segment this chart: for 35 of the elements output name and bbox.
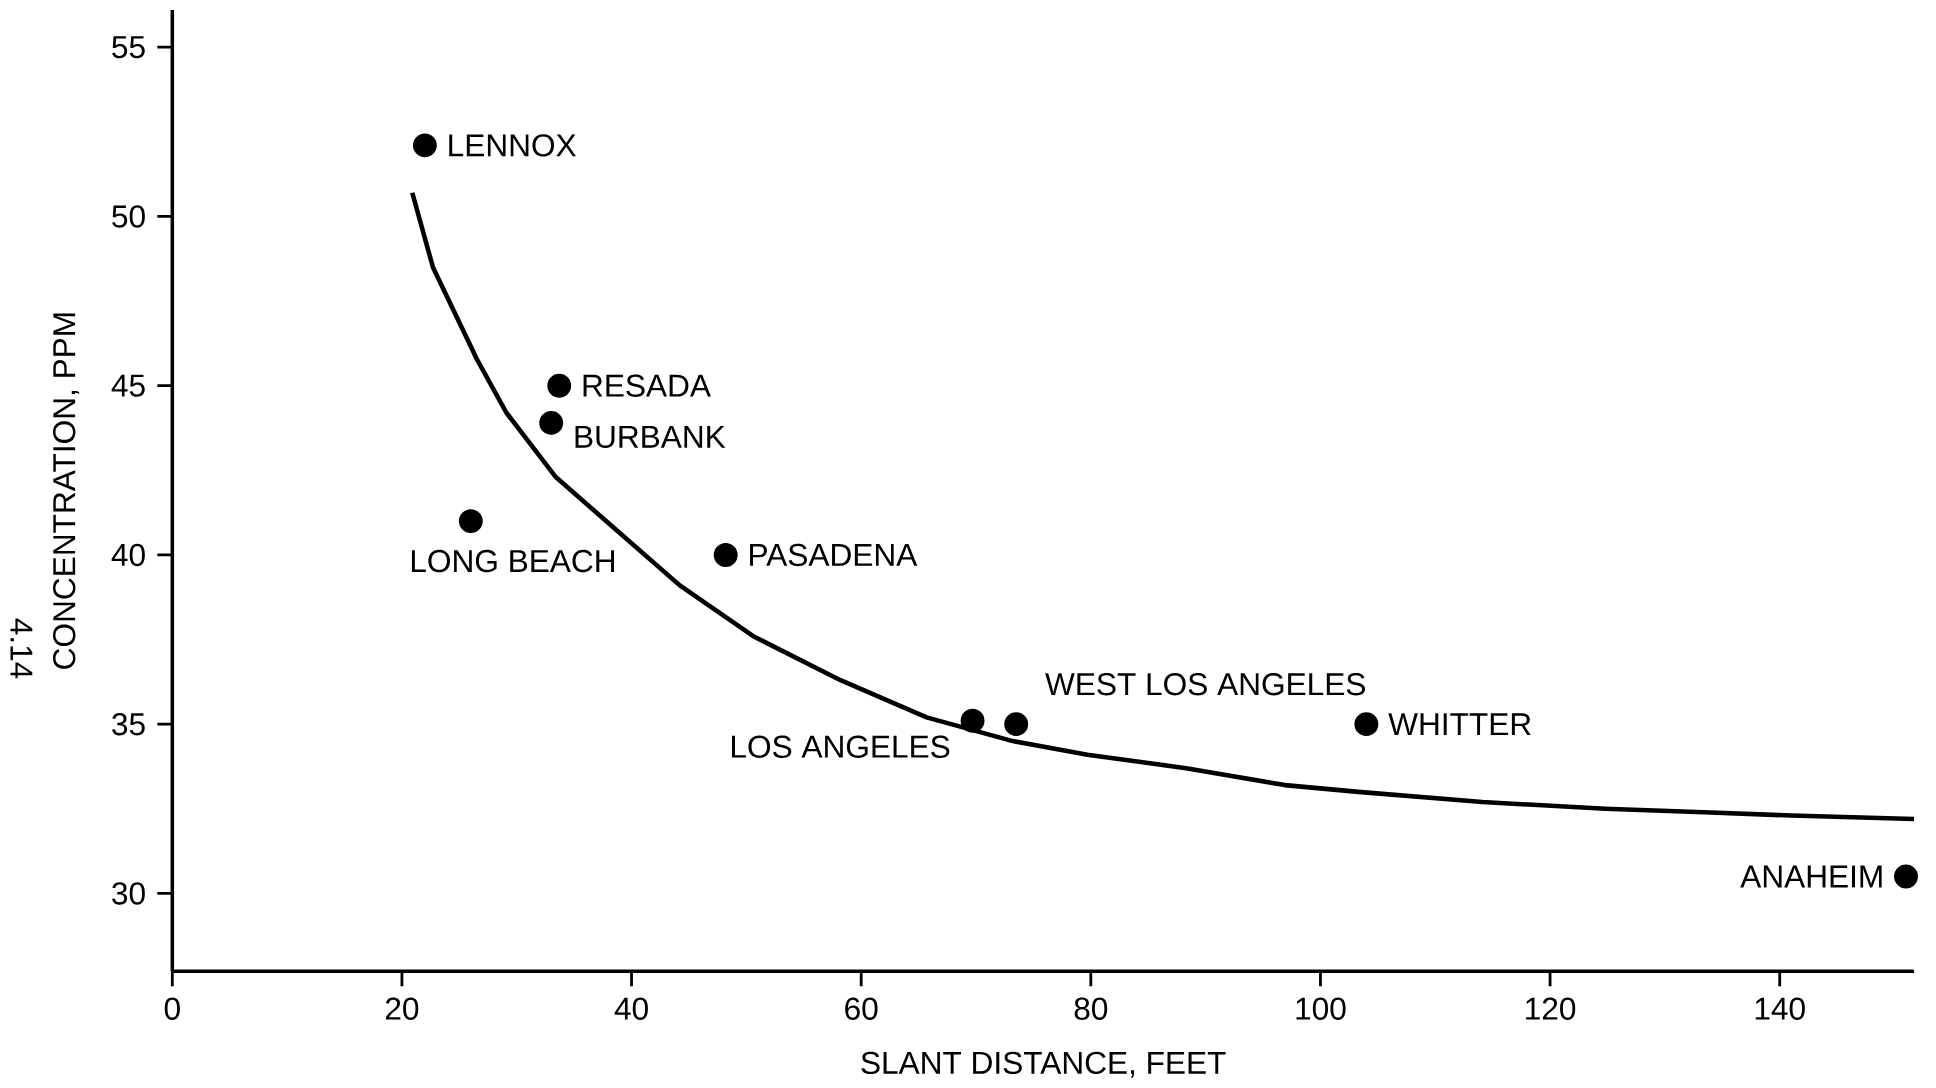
point	[1354, 712, 1379, 736]
annotation: LOS ANGELES	[732, 735, 950, 758]
text: 4.14	[10, 618, 33, 679]
annotation: WEST LOS ANGELES	[1045, 672, 1365, 696]
point	[960, 708, 985, 733]
y-tick-label: 30	[112, 882, 145, 905]
annotation: BURBANK	[575, 425, 726, 448]
point	[412, 133, 437, 158]
y-tick-label: 50	[112, 205, 145, 228]
point	[458, 509, 483, 533]
x-tick-label: 40	[614, 997, 648, 1020]
y-axis-title: CONCENTRATION, PPM	[53, 313, 80, 669]
x-tick-label: 0	[164, 997, 180, 1020]
annotation: PASADENA	[750, 543, 918, 567]
annotation: LENNOX	[449, 134, 576, 157]
point	[1004, 712, 1029, 736]
x-tick-label: 60	[845, 997, 878, 1020]
point	[539, 410, 564, 435]
x-axis-title: SLANT DISTANCE, FEET	[861, 1051, 1226, 1078]
point	[547, 373, 572, 398]
point	[713, 542, 738, 567]
annotation: RESADA	[583, 374, 711, 397]
y-tick-label: 55	[112, 36, 145, 59]
x-tick-label: 140	[1755, 997, 1805, 1020]
x-tick-label: 20	[385, 997, 419, 1020]
annotation: ANAHEIM	[1740, 865, 1882, 888]
x-tick-label: 100	[1296, 997, 1346, 1020]
annotation: LONG BEACH	[411, 549, 615, 573]
x-tick-label: 120	[1526, 997, 1576, 1020]
annotation: WHITTER	[1388, 713, 1531, 735]
y-tick-label: 45	[111, 374, 145, 397]
y-tick-label: 40	[111, 543, 145, 567]
line-series	[409, 190, 1917, 822]
y-tick-label: 35	[112, 712, 145, 736]
x-tick-label: 80	[1074, 997, 1108, 1020]
